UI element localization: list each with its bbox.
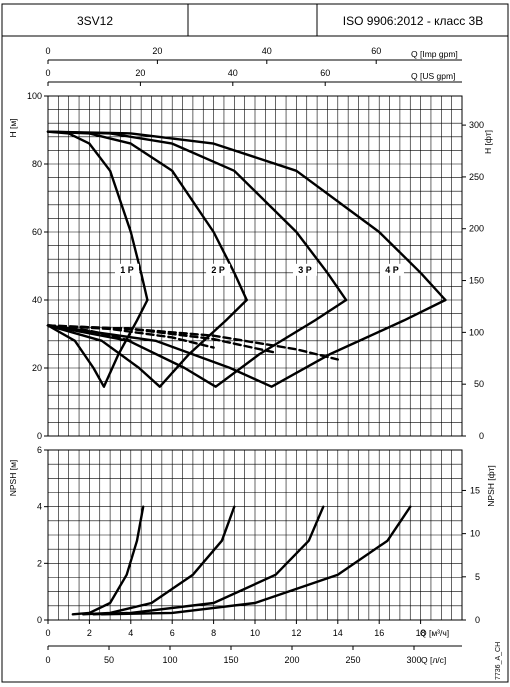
head-y2-tick-label: 250 bbox=[469, 172, 484, 182]
us-tick-label: 0 bbox=[45, 68, 50, 78]
head-y2-tick-label: 50 bbox=[474, 379, 484, 389]
pump-label-bg bbox=[115, 263, 140, 276]
npsh-y2-tick-label: 0 bbox=[475, 615, 480, 625]
imp-tick-label: 20 bbox=[152, 46, 162, 56]
head-y-tick-label: 100 bbox=[27, 91, 42, 101]
us-tick-label: 60 bbox=[320, 68, 330, 78]
us-tick-label: 40 bbox=[228, 68, 238, 78]
q-m3h-tick-label: 14 bbox=[333, 628, 343, 638]
head-y-tick-label: 0 bbox=[37, 431, 42, 441]
imp-axis-label: Q [Imp gpm] bbox=[411, 49, 458, 59]
npsh-curves bbox=[71, 505, 412, 616]
q-ls-tick-label: 300 bbox=[406, 655, 421, 665]
q-m3h-tick-label: 4 bbox=[128, 628, 133, 638]
imp-tick-label: 60 bbox=[371, 46, 381, 56]
head-y2-tick-label: 100 bbox=[469, 327, 484, 337]
us-tick-label: 20 bbox=[135, 68, 145, 78]
head-curve-return bbox=[46, 298, 248, 388]
q-m3h-tick-label: 2 bbox=[87, 628, 92, 638]
q-m3h-tick-label: 16 bbox=[374, 628, 384, 638]
h-axis-label: H [м] bbox=[8, 118, 18, 137]
q-m3h-tick-label: 6 bbox=[170, 628, 175, 638]
npsh-y-tick-label: 6 bbox=[37, 445, 42, 455]
model-name: 3SV12 bbox=[77, 14, 113, 28]
pump-label-bg bbox=[293, 263, 318, 276]
pump-label: 3 P bbox=[298, 265, 312, 275]
npsh-ft-axis-label: NPSH [фт] bbox=[486, 465, 496, 506]
q-m3h-label: Q [м³/ч] bbox=[420, 628, 449, 638]
pump-label: 1 P bbox=[120, 265, 134, 275]
q-ls-label: Q [л/с] bbox=[421, 655, 446, 665]
q-ls-tick-label: 250 bbox=[345, 655, 360, 665]
footnote: 7736_A_CH bbox=[495, 642, 502, 680]
head-y2-tick-label: 150 bbox=[469, 276, 484, 286]
q-m3h-tick-label: 8 bbox=[211, 628, 216, 638]
q-ls-tick-label: 150 bbox=[223, 655, 238, 665]
npsh-reference-curve bbox=[46, 324, 339, 361]
top-ticks: 0 20 40 60 0 20 40 60 bbox=[45, 46, 381, 86]
us-axis-label: Q [US gpm] bbox=[411, 71, 455, 81]
standard-label: ISO 9906:2012 - класс 3B bbox=[343, 14, 483, 28]
pump-label: 2 P bbox=[211, 265, 225, 275]
npsh-curve bbox=[82, 505, 236, 616]
head-curve-return bbox=[46, 298, 447, 388]
head-curve bbox=[46, 130, 447, 302]
npsh-curve bbox=[71, 505, 145, 616]
npsh-reference-curve bbox=[46, 324, 277, 354]
q-m3h-tick-label: 0 bbox=[45, 628, 50, 638]
q-ls-tick-label: 200 bbox=[284, 655, 299, 665]
bottom-ticks: 0 2 4 6 8 10 12 14 16 18 0 50 100 150 200 250 300 bbox=[45, 620, 426, 665]
npsh-y2-tick-label: 5 bbox=[475, 572, 480, 582]
h-ft-axis-label: H [фт] bbox=[483, 130, 493, 154]
npsh-reference-curve bbox=[46, 324, 215, 349]
npsh-curve bbox=[92, 505, 325, 616]
q-ls-tick-label: 50 bbox=[104, 655, 114, 665]
head-y-tick-label: 60 bbox=[32, 227, 42, 237]
imp-tick-label: 40 bbox=[262, 46, 272, 56]
npsh-y2-tick-label: 10 bbox=[470, 529, 480, 539]
npsh-grid: 0 2 4 6 0 5 10 15 bbox=[37, 445, 480, 625]
npsh-y2-tick-label: 15 bbox=[470, 485, 480, 495]
npsh-axis-label: NPSH [м] bbox=[8, 460, 18, 497]
q-ls-tick-label: 100 bbox=[162, 655, 177, 665]
chart-frame bbox=[1, 35, 509, 683]
pump-label-bg bbox=[379, 263, 404, 276]
head-grid: 0 20 40 60 80 100 0 50 100 150 200 250 300 bbox=[27, 91, 484, 441]
pump-label: 4 P bbox=[385, 265, 399, 275]
q-m3h-tick-label: 12 bbox=[291, 628, 301, 638]
imp-tick-label: 0 bbox=[45, 46, 50, 56]
head-y-tick-label: 40 bbox=[32, 295, 42, 305]
npsh-y-tick-label: 0 bbox=[37, 615, 42, 625]
q-ls-tick-label: 0 bbox=[45, 655, 50, 665]
head-y-tick-label: 80 bbox=[32, 159, 42, 169]
npsh-curve bbox=[100, 505, 412, 616]
head-y2-tick-label: 200 bbox=[469, 224, 484, 234]
pump-label-bg bbox=[206, 263, 231, 276]
q-m3h-tick-label: 18 bbox=[416, 628, 426, 638]
head-y2-tick-label: 0 bbox=[479, 431, 484, 441]
head-y-tick-label: 20 bbox=[32, 363, 42, 373]
head-curve-return bbox=[46, 298, 149, 388]
npsh-y-tick-label: 2 bbox=[37, 558, 42, 568]
q-m3h-tick-label: 10 bbox=[250, 628, 260, 638]
head-curves: 1 P 2 P 3 P 4 P bbox=[46, 130, 447, 388]
npsh-y-tick-label: 4 bbox=[37, 502, 42, 512]
head-y2-tick-label: 300 bbox=[469, 120, 484, 130]
